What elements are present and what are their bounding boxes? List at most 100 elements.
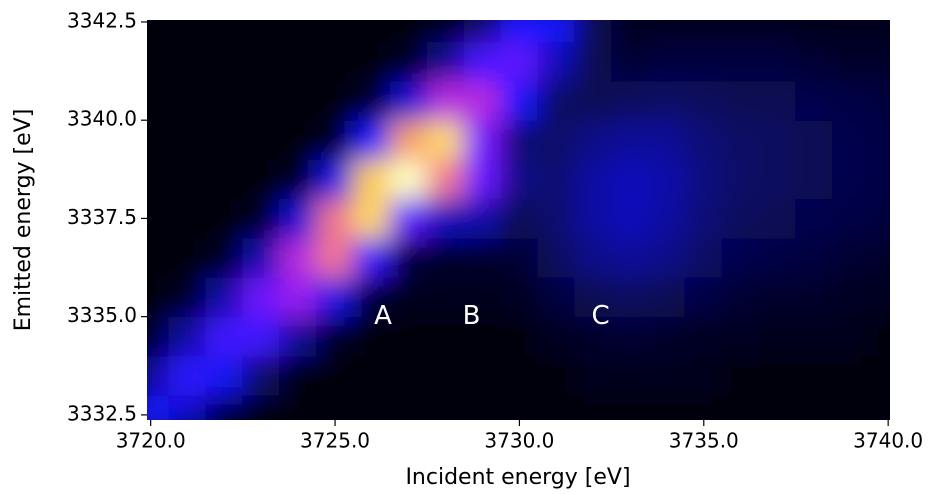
heatmap-cell	[537, 41, 576, 82]
annotation: B	[463, 301, 481, 331]
heatmap-cell	[574, 198, 613, 239]
heatmap-cell	[574, 41, 613, 82]
heatmap-cell	[205, 355, 244, 396]
heatmap-cell	[316, 237, 354, 278]
heatmap-cell	[242, 237, 281, 278]
heatmap-cell	[795, 41, 834, 82]
x-tick-label: 3720.0	[116, 429, 186, 453]
y-axis-label: Emitted energy [eV]	[11, 109, 36, 332]
heatmap	[147, 20, 890, 420]
heatmap-cell	[684, 20, 723, 43]
heatmap-cell	[832, 316, 871, 357]
heatmap-cell	[279, 20, 318, 43]
heatmap-cell	[758, 355, 797, 396]
heatmap-cell	[574, 355, 613, 396]
heatmap-cell	[500, 276, 539, 318]
heatmap-cell	[205, 80, 244, 121]
heatmap-cell	[611, 41, 649, 82]
heatmap-cell	[352, 237, 391, 278]
heatmap-cell	[242, 276, 281, 318]
heatmap-cell	[389, 394, 428, 420]
heatmap-cell	[352, 316, 391, 357]
heatmap-cell	[352, 80, 391, 121]
heatmap-cell	[869, 355, 890, 396]
heatmap-cell	[795, 119, 834, 160]
heatmap-cell	[758, 20, 797, 43]
heatmap-cell	[832, 119, 871, 160]
x-tick-label: 3725.0	[300, 429, 370, 453]
heatmap-cell	[242, 20, 281, 43]
heatmap-cell	[279, 158, 318, 200]
heatmap-cell	[611, 316, 649, 357]
heatmap-cell	[242, 41, 281, 82]
heatmap-cell	[647, 158, 686, 200]
heatmap-cell	[147, 355, 170, 396]
heatmap-cell	[500, 158, 539, 200]
heatmap-cell	[721, 20, 760, 43]
heatmap-cell	[832, 41, 871, 82]
heatmap-cell	[352, 355, 391, 396]
heatmap-cell	[168, 41, 207, 82]
heatmap-cell	[869, 158, 890, 200]
heatmap-cell	[316, 276, 354, 318]
x-tick-label: 3735.0	[669, 429, 739, 453]
heatmap-cell	[463, 276, 502, 318]
heatmap-cell	[205, 316, 244, 357]
heatmap-cell	[537, 394, 576, 420]
heatmap-cell	[574, 80, 613, 121]
heatmap-cell	[389, 316, 428, 357]
heatmap-cell	[574, 237, 613, 278]
heatmap-cell	[389, 80, 428, 121]
heatmap-cell	[389, 41, 428, 82]
heatmap-cell	[147, 158, 170, 200]
heatmap-cell	[463, 158, 502, 200]
heatmap-cell	[147, 316, 170, 357]
heatmap-cell	[279, 394, 318, 420]
heatmap-cell	[242, 119, 281, 160]
heatmap-cell	[721, 119, 760, 160]
heatmap-cell	[168, 158, 207, 200]
heatmap-cell	[147, 394, 170, 420]
heatmap-cell	[205, 198, 244, 239]
heatmap-cell	[647, 20, 686, 43]
heatmap-cell	[279, 355, 318, 396]
heatmap-cell	[352, 20, 391, 43]
heatmap-cell	[574, 276, 613, 318]
heatmap-cell	[721, 276, 760, 318]
heatmap-cell	[537, 237, 576, 278]
heatmap-cell	[147, 41, 170, 82]
heatmap-cell	[684, 355, 723, 396]
heatmap-cell	[537, 119, 576, 160]
heatmap-cell	[352, 198, 391, 239]
annotation: C	[591, 301, 609, 331]
heatmap-cell	[500, 80, 539, 121]
heatmap-cell	[574, 394, 613, 420]
annotation: A	[374, 301, 392, 331]
heatmap-cell	[500, 20, 539, 43]
y-tick-label: 3340.0	[67, 107, 137, 131]
heatmap-cell	[795, 20, 834, 43]
heatmap-cell	[463, 394, 502, 420]
heatmap-cell	[500, 237, 539, 278]
heatmap-cell	[832, 276, 871, 318]
heatmap-cell	[168, 237, 207, 278]
heatmap-cell	[389, 237, 428, 278]
heatmap-cell	[684, 41, 723, 82]
heatmap-cell	[168, 119, 207, 160]
heatmap-cell	[684, 80, 723, 121]
heatmap-cell	[147, 198, 170, 239]
heatmap-cell	[426, 119, 465, 160]
heatmap-cell	[721, 316, 760, 357]
heatmap-cell	[426, 80, 465, 121]
heatmap-cell	[758, 119, 797, 160]
heatmap-cell	[279, 41, 318, 82]
heatmap-cell	[869, 80, 890, 121]
heatmap-cell	[147, 20, 170, 43]
x-tick-label: 3740.0	[853, 429, 923, 453]
y-tick-label: 3332.5	[67, 401, 137, 425]
heatmap-cell	[684, 394, 723, 420]
heatmap-cell	[426, 276, 465, 318]
heatmap-cell	[316, 80, 354, 121]
y-tick-label: 3335.0	[67, 303, 137, 327]
